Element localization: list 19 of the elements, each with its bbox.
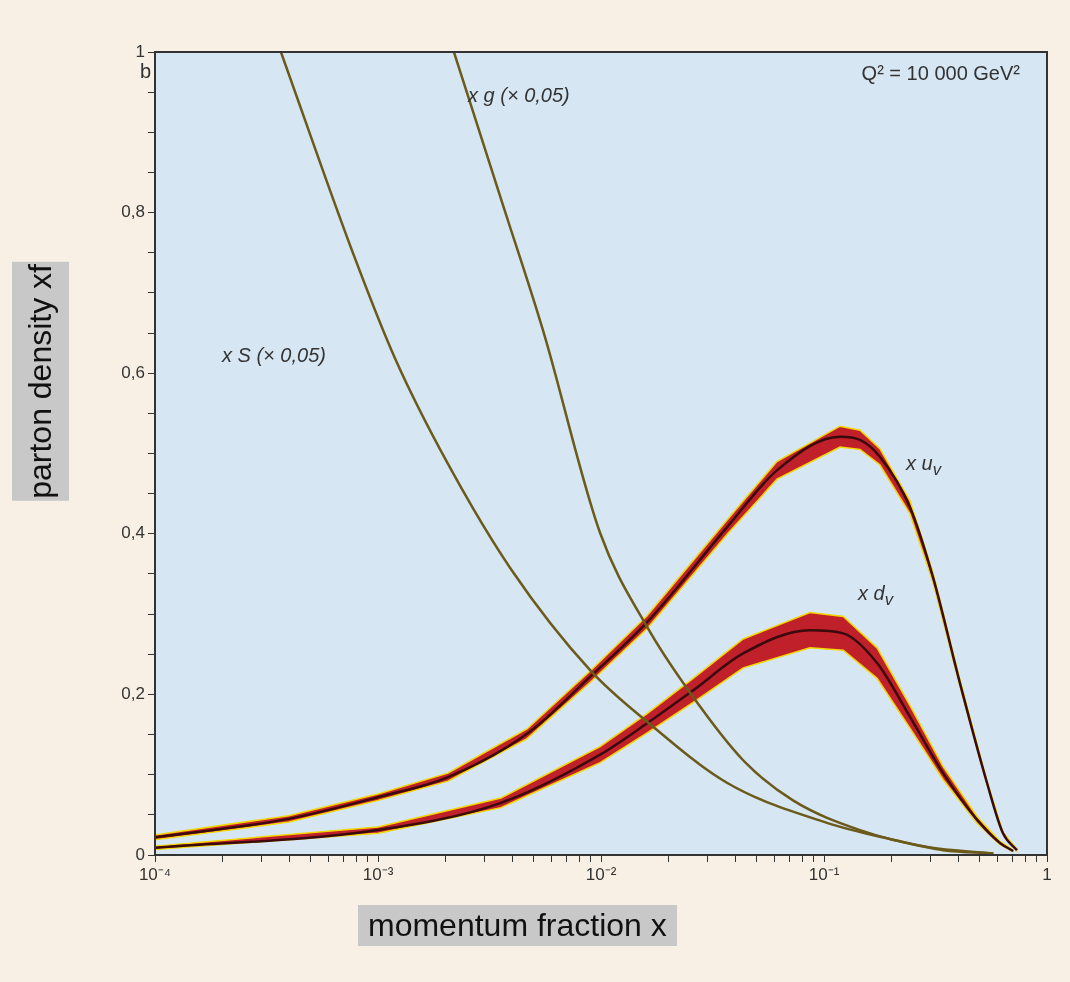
y-tick-label: 0,4 [121,523,145,543]
x-tick-label: 10⁻¹ [808,864,840,884]
annotation: x g (× 0,05) [468,84,570,107]
x-axis-title: momentum fraction x [358,905,677,946]
x-tick-label: 1 [1042,864,1052,884]
annotation: x u$_{v}$ [906,452,942,480]
y-tick-label: 0,6 [121,362,145,382]
x-tick-label: 10⁻⁴ [138,864,172,884]
x-tick-label: 10⁻² [585,864,617,884]
y-tick-label: 0,8 [121,202,145,222]
y-axis-title: parton density xf [12,262,69,501]
y-tick-label: 1 [135,41,145,61]
text: b [140,60,152,83]
x-tick-label: 10⁻³ [362,864,394,884]
y-tick-label: 0 [135,844,145,864]
annotation: x d$_{v}$ [858,582,894,610]
y-tick-label: 0,2 [121,684,145,704]
annotation: Q² = 10 000 GeV² [861,62,1020,85]
annotation: x S (× 0,05) [222,344,326,367]
